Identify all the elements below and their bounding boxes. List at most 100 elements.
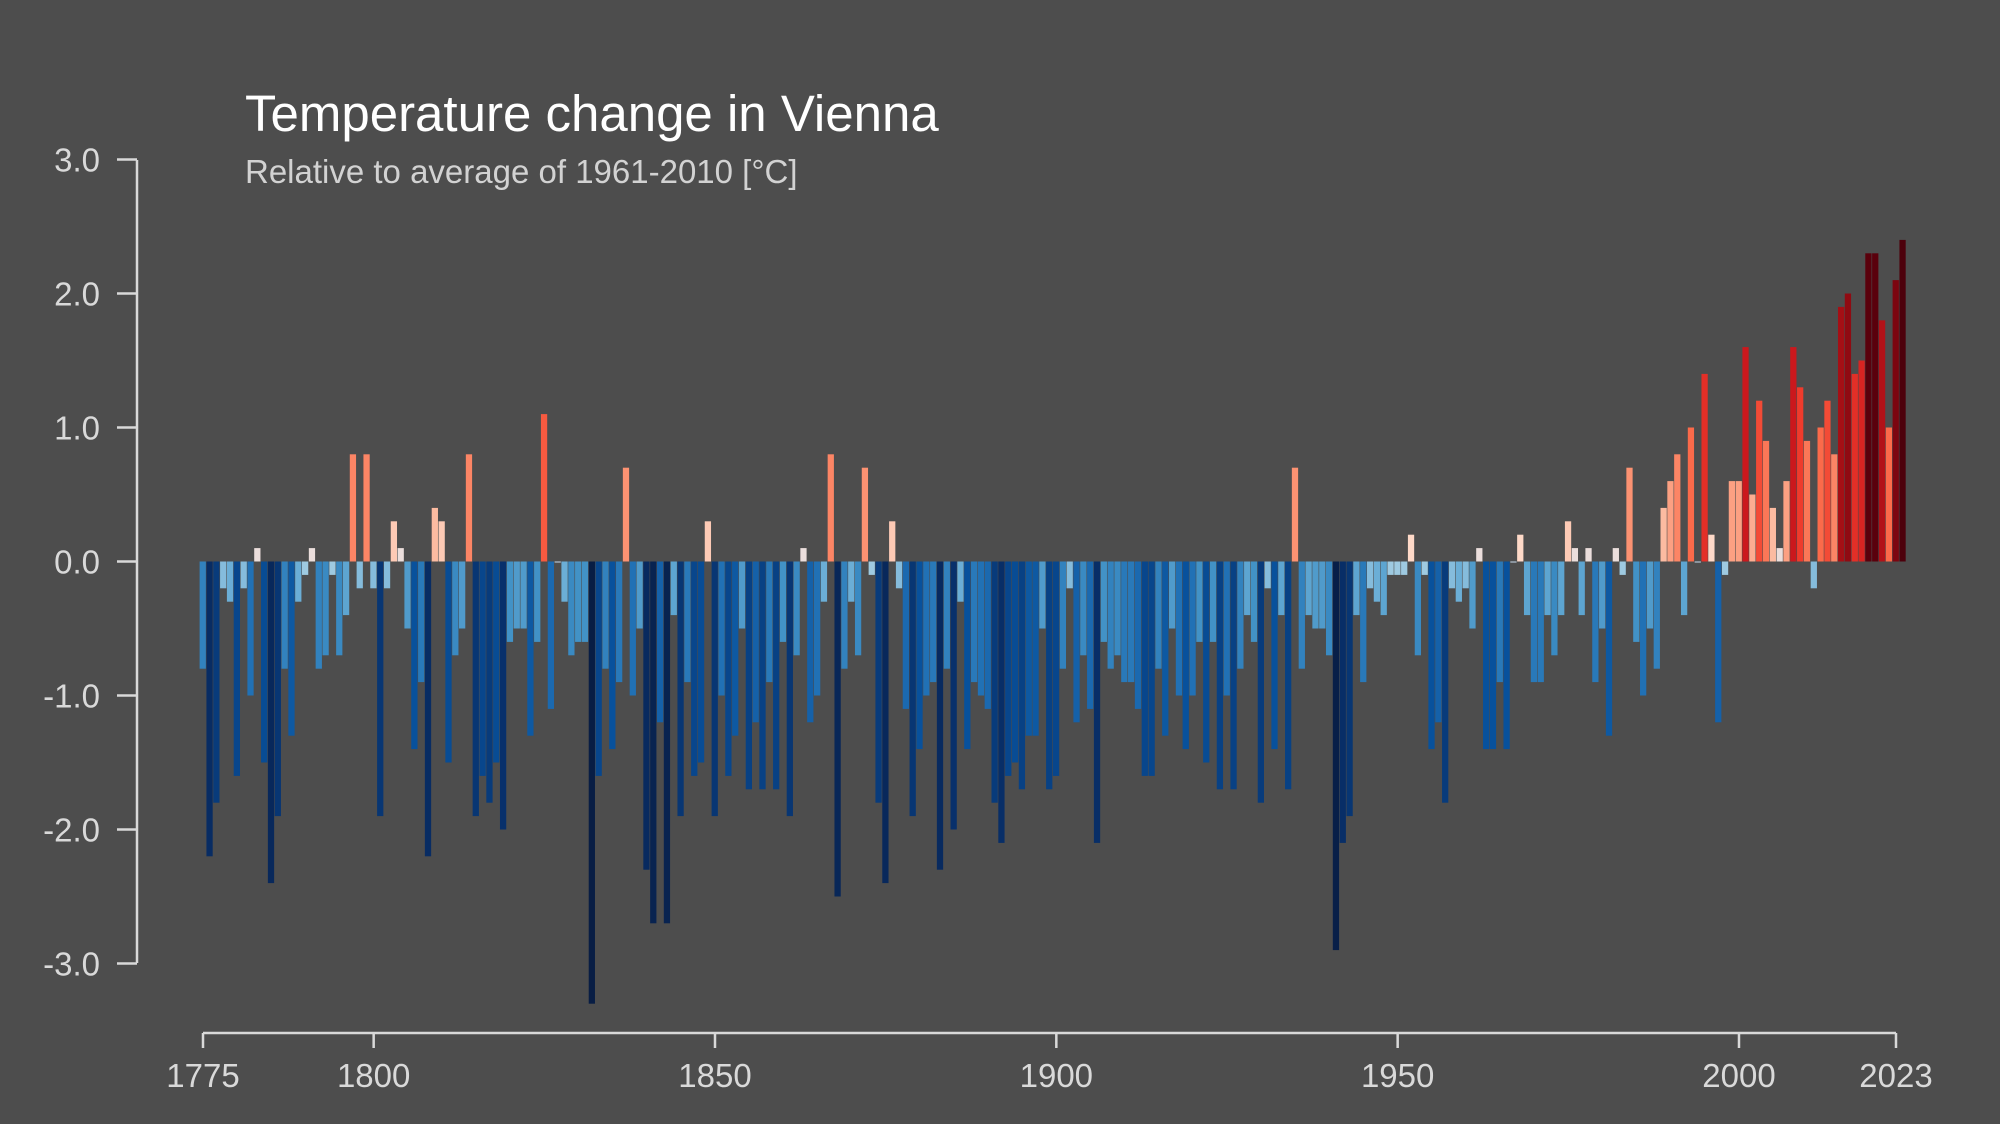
- bar-1865: [814, 561, 821, 696]
- bar-1816: [479, 561, 486, 776]
- bar-1889: [977, 561, 985, 696]
- bar-1981: [1605, 561, 1613, 736]
- bar-1833: [595, 561, 602, 776]
- bar-1844: [670, 561, 677, 616]
- bar-1904: [1080, 561, 1087, 656]
- bar-1864: [807, 561, 814, 723]
- bar-1910: [1121, 561, 1128, 683]
- bar-1807: [418, 561, 425, 683]
- bar-1778: [220, 561, 227, 589]
- bar-1995: [1701, 373, 1708, 562]
- bar-1830: [575, 561, 582, 642]
- bar-1825: [540, 414, 548, 562]
- bar-1792: [315, 561, 322, 669]
- bar-1914: [1148, 561, 1155, 776]
- bar-2023: [1892, 280, 1899, 562]
- bar-1905: [1087, 561, 1094, 709]
- bar-1877: [895, 561, 903, 589]
- bar-1965: [1496, 561, 1503, 683]
- bar-1786: [274, 561, 281, 817]
- bar-1873: [868, 561, 875, 575]
- bar-1950: [1394, 561, 1401, 575]
- bar-1852: [725, 561, 732, 776]
- bar-1987: [1646, 561, 1654, 629]
- bar-1959: [1455, 561, 1462, 602]
- x-tick-label: 1850: [678, 1057, 751, 1094]
- bar-1853: [732, 561, 739, 736]
- bar-1928: [1244, 561, 1251, 616]
- bar-1775: [199, 561, 206, 669]
- x-tick-label: 1800: [337, 1057, 410, 1094]
- y-tick-label: 0.0: [54, 544, 100, 581]
- bar-1857: [759, 561, 766, 790]
- bar-1955: [1428, 561, 1435, 750]
- bar-1880: [916, 561, 923, 750]
- bar-1776: [206, 561, 213, 857]
- bar-1993: [1687, 427, 1695, 562]
- bar-1913: [1141, 561, 1148, 776]
- bar-1963: [1483, 561, 1490, 750]
- bar-1801: [377, 561, 384, 817]
- bar-1860: [779, 561, 787, 642]
- bar-1855: [745, 561, 752, 790]
- bar-1917: [1168, 561, 1176, 629]
- x-tick-label: 1900: [1020, 1057, 1093, 1094]
- bar-1819: [499, 561, 507, 830]
- bar-1919: [1182, 561, 1189, 750]
- bar-1800: [370, 561, 377, 589]
- bar-1902: [1066, 561, 1073, 589]
- bar-1841: [650, 561, 657, 924]
- bar-1783: [254, 548, 261, 562]
- bar-1931: [1264, 561, 1271, 589]
- bar-1814: [465, 454, 473, 562]
- bar-1925: [1223, 561, 1230, 696]
- bar-1859: [773, 561, 780, 790]
- bar-1835: [609, 561, 616, 750]
- bar-1940: [1325, 561, 1333, 656]
- bar-1840: [643, 561, 650, 870]
- bar-1924: [1216, 561, 1224, 790]
- bar-1916: [1162, 561, 1169, 736]
- bar-1843: [663, 561, 671, 924]
- bar-1823: [527, 561, 534, 736]
- bar-1790: [302, 561, 309, 575]
- bar-1898: [1039, 561, 1046, 629]
- bar-1971: [1537, 561, 1544, 683]
- bar-1785: [267, 561, 275, 884]
- bar-1796: [342, 561, 350, 616]
- bar-1872: [861, 467, 869, 562]
- bar-1911: [1128, 561, 1135, 683]
- bar-2013: [1824, 400, 1831, 562]
- bar-1828: [561, 561, 568, 602]
- bar-1827: [554, 561, 561, 563]
- bar-1923: [1209, 561, 1217, 642]
- bar-1784: [261, 561, 268, 763]
- bar-1958: [1448, 561, 1456, 589]
- bar-1791: [308, 548, 316, 562]
- bar-1893: [1005, 561, 1012, 776]
- chart-title: Temperature change in Vienna: [245, 85, 939, 142]
- bar-1976: [1571, 548, 1579, 562]
- bar-1780: [233, 561, 240, 776]
- bar-1794: [329, 561, 336, 575]
- bar-1961: [1469, 561, 1476, 629]
- bar-1932: [1271, 561, 1278, 750]
- bar-2003: [1756, 400, 1763, 562]
- bar-2020: [1872, 253, 1879, 562]
- bar-1837: [622, 467, 630, 562]
- x-tick-label: 2000: [1702, 1057, 1775, 1094]
- bar-1951: [1401, 561, 1408, 575]
- bar-1826: [547, 561, 555, 709]
- bar-1882: [930, 561, 937, 683]
- bar-2002: [1749, 494, 1756, 562]
- y-tick-label: 3.0: [54, 142, 100, 179]
- bar-1815: [472, 561, 479, 817]
- bar-1936: [1298, 561, 1305, 669]
- bar-1970: [1530, 561, 1538, 683]
- bar-1900: [1052, 561, 1060, 776]
- bar-1871: [854, 561, 862, 656]
- bar-1787: [281, 561, 288, 669]
- bar-1974: [1558, 561, 1565, 616]
- bar-1966: [1503, 561, 1510, 750]
- bar-1854: [738, 561, 746, 629]
